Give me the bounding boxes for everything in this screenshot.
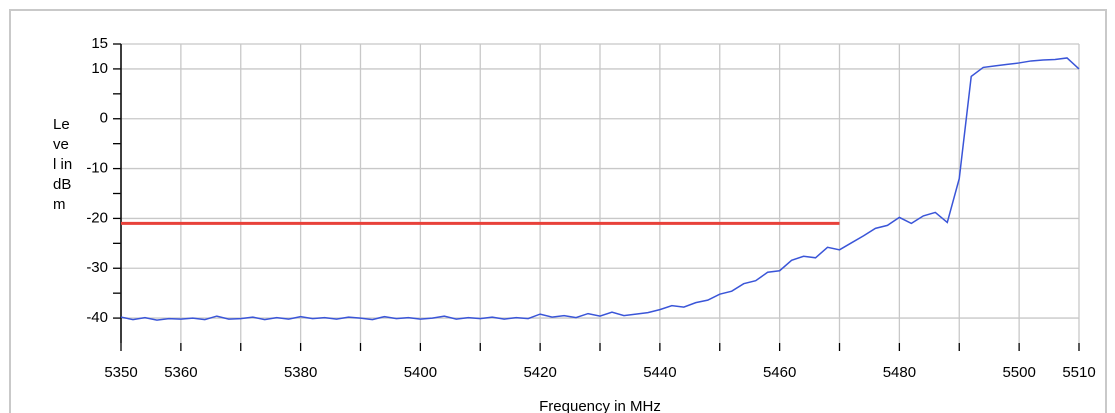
x-tick-label: 5510 — [1062, 364, 1095, 381]
y-tick-label: -30 — [86, 259, 108, 276]
frame — [9, 9, 1107, 413]
x-axis-label: Frequency in MHz — [539, 398, 661, 413]
x-tick-label: 5350 — [104, 364, 137, 381]
x-tick-label: 5380 — [284, 364, 317, 381]
y-tick-label: -40 — [86, 309, 108, 326]
x-tick-label: 5360 — [164, 364, 197, 381]
x-tick-label: 5480 — [883, 364, 916, 381]
y-axis-label: m — [53, 196, 66, 213]
x-tick-label: 5440 — [643, 364, 676, 381]
y-tick-label: -10 — [86, 160, 108, 177]
y-axis-label: Le — [53, 116, 70, 133]
x-tick-label: 5460 — [763, 364, 796, 381]
trace — [120, 57, 1080, 321]
x-tick-label: 5400 — [404, 364, 437, 381]
y-tick-label: -20 — [86, 209, 108, 226]
x-tick-label: 5420 — [523, 364, 556, 381]
x-tick-label: 5500 — [1002, 364, 1035, 381]
y-axis-label: l in — [53, 156, 72, 173]
y-tick-label: 10 — [91, 60, 108, 77]
y-tick-label: 0 — [100, 110, 108, 127]
y-axis-label: dB — [53, 176, 71, 193]
y-tick-label: 15 — [91, 35, 108, 52]
y-axis-label: ve — [53, 136, 69, 153]
